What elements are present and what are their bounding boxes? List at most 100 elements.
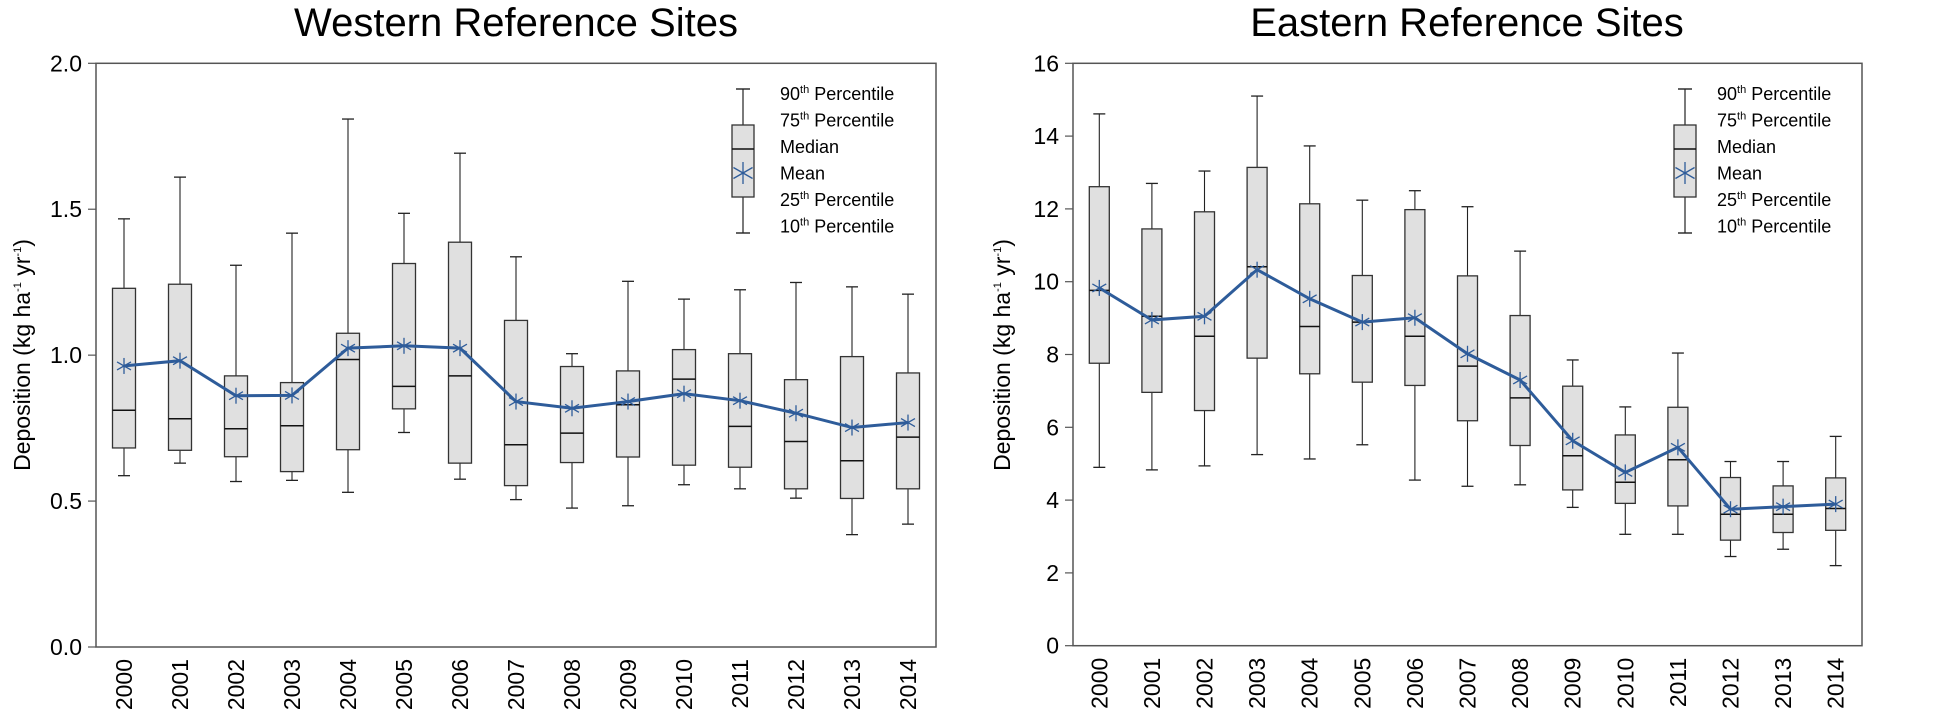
legend-item-number: 90 (780, 84, 800, 104)
mean-marker (844, 419, 860, 436)
mean-marker (172, 352, 188, 369)
x-tick-label: 2009 (1560, 658, 1586, 709)
western-panel: Western Reference Sites Deposition (kg h… (9, 1, 937, 710)
mean-marker (1302, 290, 1317, 307)
mean-marker-stroke (676, 389, 692, 399)
y-axis-label-mid: yr (9, 256, 35, 282)
legend-item-text: Percentile (809, 190, 894, 210)
mean-marker (788, 405, 804, 422)
mean-marker-stroke (1144, 315, 1160, 325)
legend-item-label: 25th Percentile (780, 190, 894, 210)
y-axis-label-sup: -1 (12, 247, 24, 257)
x-tick-label: 2014 (1823, 657, 1849, 708)
legend-item-label: 25th Percentile (1717, 190, 1831, 210)
y-axis-label-mid: yr (989, 256, 1015, 282)
mean-marker (1144, 311, 1160, 328)
x-tick-label: 2009 (615, 659, 641, 710)
box-2010 (671, 298, 697, 486)
legend-item-number: Median (780, 137, 839, 157)
box-iqr (1667, 406, 1689, 507)
mean-marker (1460, 345, 1475, 362)
x-tick-label: 2003 (1244, 658, 1270, 709)
y-tick-label: 16 (1033, 50, 1059, 76)
box-2013 (839, 286, 865, 536)
mean-marker (1092, 279, 1107, 296)
mean-marker (1618, 464, 1633, 481)
x-tick-label: 2012 (783, 659, 809, 710)
box-iqr (783, 379, 809, 490)
box-2005 (391, 212, 417, 434)
legend-item-label: 10th Percentile (780, 217, 894, 237)
mean-marker (732, 392, 748, 409)
legend-item-sup: th (800, 111, 809, 123)
mean-marker-stroke (844, 422, 860, 433)
y-tick-label: 12 (1033, 196, 1059, 222)
box-iqr (1141, 228, 1163, 394)
legend-item-sup: th (800, 84, 809, 96)
mean-marker-stroke (1670, 442, 1686, 452)
y-axis-label: Deposition (kg ha-1 yr-1) (9, 239, 35, 471)
mean-marker (1249, 261, 1265, 278)
legend-item-sup: th (1737, 190, 1746, 202)
x-tick-label: 2004 (335, 659, 361, 710)
box-2014 (895, 293, 921, 525)
box-iqr (1299, 203, 1321, 375)
x-tick-label: 2007 (1455, 658, 1481, 709)
legend-item-number: 25 (1717, 190, 1737, 210)
legend-item-number: Median (1717, 137, 1776, 157)
x-tick-label: 2004 (1297, 657, 1323, 708)
y-tick-label: 6 (1046, 414, 1059, 440)
mean-marker-stroke (1775, 502, 1791, 512)
legend-item-label: Median (1717, 137, 1776, 157)
mean-marker-stroke (452, 343, 468, 353)
mean-marker (228, 387, 244, 404)
box-2000 (111, 218, 137, 477)
legend-box (731, 124, 755, 198)
mean-marker-stroke (1723, 504, 1738, 514)
y-tick-label: 0.0 (50, 634, 82, 660)
legend-item-text: Percentile (809, 84, 894, 104)
legend-item-number: 75 (1717, 111, 1737, 131)
legend-item-sup: th (1737, 217, 1746, 229)
legend-item-sup: th (1737, 111, 1746, 123)
box-2008 (1509, 250, 1531, 486)
legend-item-label: 75th Percentile (780, 111, 894, 131)
legend-mean-marker (733, 162, 753, 184)
mean-marker-stroke (116, 361, 132, 371)
mean-marker-stroke (564, 403, 580, 413)
box-2003 (279, 232, 305, 482)
mean-marker-stroke (1565, 436, 1580, 446)
mean-marker-stroke (1828, 499, 1843, 509)
mean-marker-stroke (1302, 294, 1317, 304)
y-tick-label: 14 (1033, 123, 1059, 149)
box-2000 (1088, 113, 1110, 468)
x-tick-label: 2013 (839, 659, 865, 710)
y-tick-label: 1.5 (50, 196, 82, 222)
x-tick-label: 2002 (1192, 658, 1218, 709)
mean-marker (1565, 432, 1580, 449)
box-iqr (1404, 208, 1426, 387)
y-tick-label: 1.0 (50, 342, 82, 368)
mean-marker-stroke (508, 396, 524, 407)
box-2009 (615, 280, 641, 507)
x-tick-label: 2011 (727, 659, 753, 708)
mean-marker-stroke (732, 396, 748, 406)
box-iqr (391, 262, 417, 410)
x-tick-label: 2008 (1507, 658, 1533, 709)
x-tick-label: 2013 (1770, 658, 1796, 709)
mean-marker-stroke (228, 391, 244, 401)
legend-item-number: Mean (780, 164, 825, 184)
mean-marker-stroke (1249, 265, 1265, 275)
x-tick-label: 2010 (671, 659, 697, 710)
x-tick-label: 2000 (111, 659, 137, 710)
legend-item-number: Mean (1717, 164, 1762, 184)
x-tick-label: 2014 (895, 659, 921, 710)
mean-marker-stroke (1407, 313, 1423, 323)
legend-box (1673, 124, 1697, 198)
y-axis-label-end: ) (9, 239, 35, 247)
x-tick-label: 2006 (1402, 658, 1428, 709)
box-2008 (559, 353, 585, 509)
mean-marker (1775, 498, 1791, 515)
x-tick-label: 2012 (1718, 658, 1744, 709)
